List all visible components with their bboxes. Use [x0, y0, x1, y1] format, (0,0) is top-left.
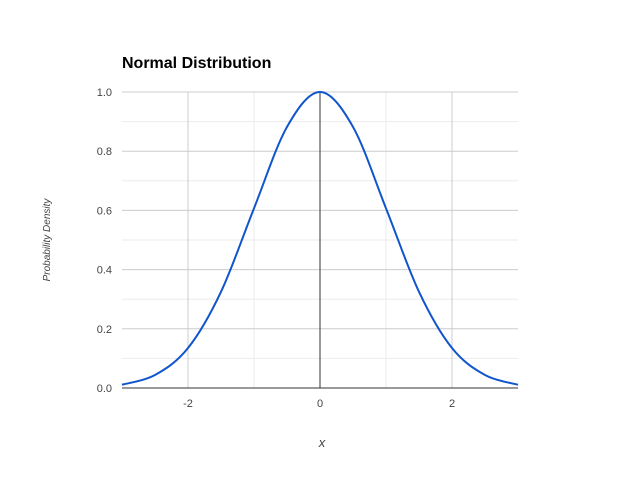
y-tick-labels: 0.0 0.2 0.4 0.6 0.8 1.0: [97, 87, 112, 395]
chart-title: Normal Distribution: [122, 55, 271, 72]
y-tick-label: 1.0: [97, 87, 112, 99]
x-axis-label: x: [318, 435, 326, 450]
series-group: [121, 90, 519, 386]
y-tick-label: 0.4: [97, 265, 112, 277]
x-tick-label: 2: [449, 398, 455, 410]
y-tick-label: 0.2: [97, 324, 112, 336]
x-tick-labels: -2 0 2: [183, 398, 455, 410]
x-tick-label: 0: [317, 398, 323, 410]
y-tick-label: 0.0: [97, 383, 112, 395]
grid-lines: [122, 91, 518, 389]
series-line: [121, 90, 519, 386]
y-tick-label: 0.6: [97, 205, 112, 217]
y-tick-label: 0.8: [97, 146, 112, 158]
y-axis-label: Probability Density: [42, 198, 53, 282]
x-tick-label: -2: [183, 398, 193, 410]
